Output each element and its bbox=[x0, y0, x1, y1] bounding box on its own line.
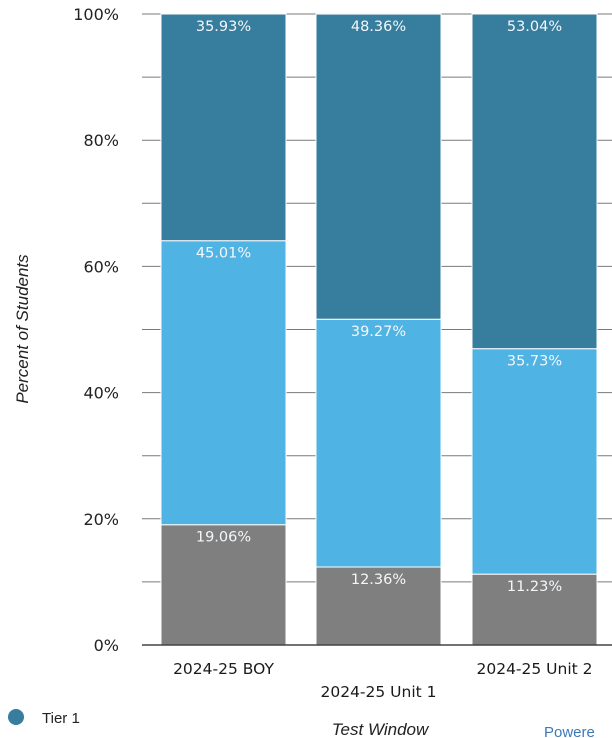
x-category-label: 2024-25 Unit 1 bbox=[320, 683, 436, 701]
y-tick-label: 0% bbox=[94, 636, 119, 655]
bar-segment[interactable] bbox=[160, 13, 287, 242]
data-label: 53.04% bbox=[507, 19, 562, 35]
data-label: 19.06% bbox=[196, 530, 251, 546]
y-axis-title: Percent of Students bbox=[13, 254, 32, 404]
x-axis-title: Test Window bbox=[332, 720, 430, 738]
data-label: 11.23% bbox=[507, 579, 562, 595]
y-tick-label: 80% bbox=[83, 131, 119, 150]
bar-segment[interactable] bbox=[160, 240, 287, 526]
bar-segment[interactable] bbox=[471, 348, 598, 575]
bar-segment[interactable] bbox=[315, 318, 442, 568]
data-labels: 19.06% 45.01% 35.93% 12.36% 39.27% 48.36% 11.2… bbox=[196, 19, 562, 595]
data-label: 35.73% bbox=[507, 354, 562, 370]
legend: Tier 1 bbox=[8, 709, 80, 727]
bar-segment[interactable] bbox=[315, 566, 442, 646]
data-label: 45.01% bbox=[196, 246, 251, 262]
x-category-label: 2024-25 Unit 2 bbox=[476, 660, 592, 678]
y-axis-ticks: 0% 20% 40% 60% 80% 100% bbox=[73, 5, 119, 655]
bar-segment[interactable] bbox=[315, 13, 442, 320]
x-category-label: 2024-25 BOY bbox=[173, 660, 274, 678]
powered-by-credit[interactable]: Powere bbox=[544, 724, 595, 738]
data-label: 39.27% bbox=[351, 324, 406, 340]
y-tick-label: 60% bbox=[83, 257, 119, 276]
bar-segment[interactable] bbox=[471, 573, 598, 646]
x-axis-category-labels: 2024-25 BOY 2024-25 Unit 1 2024-25 Unit 2 bbox=[173, 660, 592, 701]
y-tick-label: 100% bbox=[73, 5, 119, 24]
bar-segment[interactable] bbox=[471, 13, 598, 350]
data-label: 48.36% bbox=[351, 19, 406, 35]
data-label: 12.36% bbox=[351, 572, 406, 588]
bar-segments bbox=[160, 13, 598, 646]
y-tick-label: 40% bbox=[83, 384, 119, 403]
legend-label-tier-1: Tier 1 bbox=[42, 710, 80, 727]
data-label: 35.93% bbox=[196, 19, 251, 35]
y-tick-label: 20% bbox=[83, 510, 119, 529]
legend-swatch-tier-1[interactable] bbox=[8, 709, 24, 725]
